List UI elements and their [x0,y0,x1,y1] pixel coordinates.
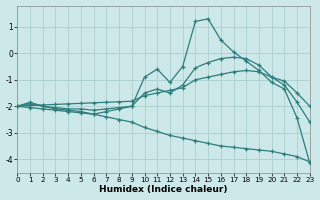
X-axis label: Humidex (Indice chaleur): Humidex (Indice chaleur) [99,185,228,194]
